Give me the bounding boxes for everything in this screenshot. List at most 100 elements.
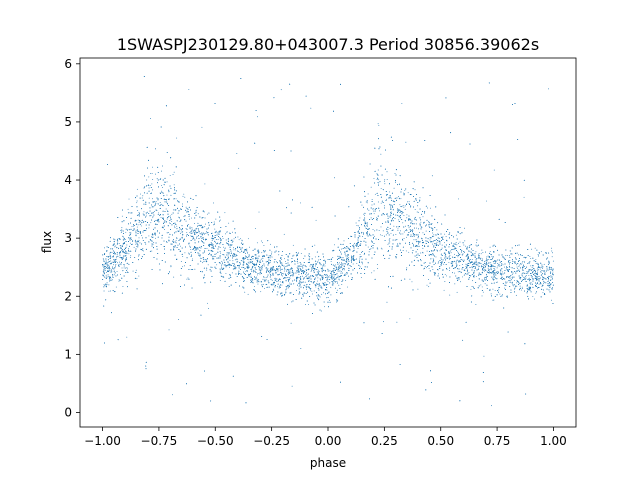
data-point <box>392 209 394 211</box>
data-point <box>319 295 320 297</box>
data-point <box>393 187 395 189</box>
data-point <box>261 269 263 271</box>
data-point <box>182 195 184 197</box>
data-point <box>524 266 526 268</box>
data-point <box>527 263 528 265</box>
data-point <box>537 267 539 268</box>
data-point <box>540 270 542 272</box>
data-point <box>408 200 410 202</box>
data-point <box>525 275 527 277</box>
data-point <box>160 216 162 218</box>
data-point <box>221 266 223 268</box>
data-point <box>454 267 456 269</box>
data-point <box>220 273 222 275</box>
data-point <box>426 250 428 252</box>
data-point <box>103 272 105 273</box>
data-point <box>264 265 266 267</box>
data-point <box>493 263 495 264</box>
data-point <box>237 261 239 263</box>
data-point <box>403 206 405 208</box>
data-point <box>204 223 206 225</box>
data-point <box>337 270 339 272</box>
data-point <box>185 206 187 208</box>
data-point <box>281 258 283 260</box>
data-point <box>118 243 120 244</box>
data-point <box>264 277 266 279</box>
data-point <box>266 277 268 279</box>
data-point <box>233 247 235 249</box>
data-point <box>398 219 400 221</box>
data-point <box>378 179 380 181</box>
data-point <box>178 319 180 321</box>
data-point <box>103 284 105 286</box>
data-point <box>303 277 305 279</box>
data-point <box>175 242 177 244</box>
data-point <box>155 237 156 239</box>
data-point <box>308 278 310 280</box>
data-point <box>518 254 520 256</box>
data-point <box>397 245 399 246</box>
data-point <box>197 227 199 229</box>
data-point <box>431 175 433 177</box>
data-point <box>326 274 328 275</box>
data-point <box>191 258 193 260</box>
data-point <box>519 285 521 287</box>
data-point <box>162 186 163 188</box>
data-point <box>182 203 184 205</box>
data-point <box>336 301 337 303</box>
data-point <box>187 277 189 279</box>
data-point <box>343 240 345 242</box>
data-point <box>534 298 536 300</box>
data-point <box>250 259 252 261</box>
data-point <box>529 256 531 258</box>
data-point <box>169 222 171 224</box>
data-point <box>376 173 378 175</box>
data-point <box>374 193 376 195</box>
data-point <box>205 232 207 234</box>
data-point <box>461 264 463 265</box>
data-point <box>467 255 469 257</box>
data-point <box>366 202 368 204</box>
data-point <box>308 273 309 275</box>
data-point <box>259 281 261 283</box>
data-point <box>115 258 117 260</box>
data-point <box>471 258 473 260</box>
data-point <box>391 220 393 222</box>
data-point <box>356 225 358 226</box>
data-point <box>489 288 491 290</box>
data-point <box>500 270 502 272</box>
data-point <box>213 244 215 246</box>
data-point <box>420 252 422 254</box>
data-point <box>256 256 258 258</box>
data-point <box>375 217 377 219</box>
data-point <box>368 209 370 211</box>
data-point <box>102 274 104 276</box>
data-point <box>215 239 217 240</box>
data-point <box>372 208 374 210</box>
data-point <box>536 262 538 264</box>
data-point <box>552 287 554 289</box>
data-point <box>341 248 343 250</box>
data-point <box>443 263 445 265</box>
data-point <box>492 288 494 290</box>
data-point <box>162 205 164 207</box>
data-point <box>226 265 228 267</box>
data-point <box>144 187 146 188</box>
data-point <box>263 288 265 289</box>
data-point <box>480 263 482 265</box>
data-point <box>389 241 391 243</box>
data-point <box>318 273 320 275</box>
data-point <box>220 240 221 241</box>
data-point <box>313 279 315 281</box>
data-point <box>470 288 472 290</box>
data-point <box>238 251 240 253</box>
data-point <box>537 254 539 255</box>
data-point <box>245 270 247 272</box>
data-point <box>399 204 401 206</box>
data-point <box>107 274 109 276</box>
data-point <box>550 275 552 277</box>
data-point <box>152 216 154 217</box>
data-point <box>413 239 415 241</box>
data-point <box>153 242 155 243</box>
data-point <box>530 282 532 284</box>
